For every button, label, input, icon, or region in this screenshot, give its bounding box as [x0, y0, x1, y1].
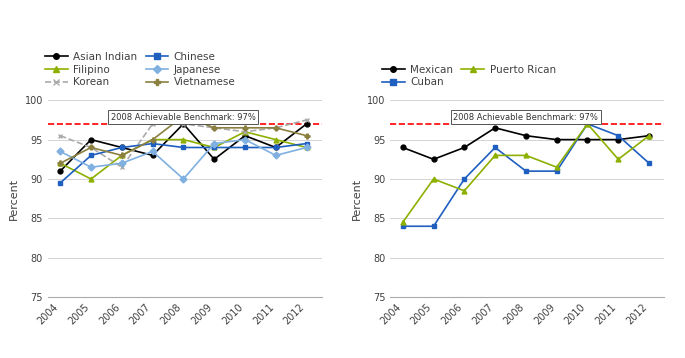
Y-axis label: Percent: Percent: [351, 178, 362, 220]
Text: 2008 Achievable Benchmark: 97%: 2008 Achievable Benchmark: 97%: [453, 112, 599, 121]
Text: 2008 Achievable Benchmark: 97%: 2008 Achievable Benchmark: 97%: [111, 112, 256, 121]
Legend: Asian Indian, Filipino, Korean, Chinese, Japanese, Vietnamese: Asian Indian, Filipino, Korean, Chinese,…: [45, 52, 236, 87]
Legend: Mexican, Cuban, Puerto Rican: Mexican, Cuban, Puerto Rican: [382, 64, 556, 87]
Y-axis label: Percent: Percent: [9, 178, 19, 220]
